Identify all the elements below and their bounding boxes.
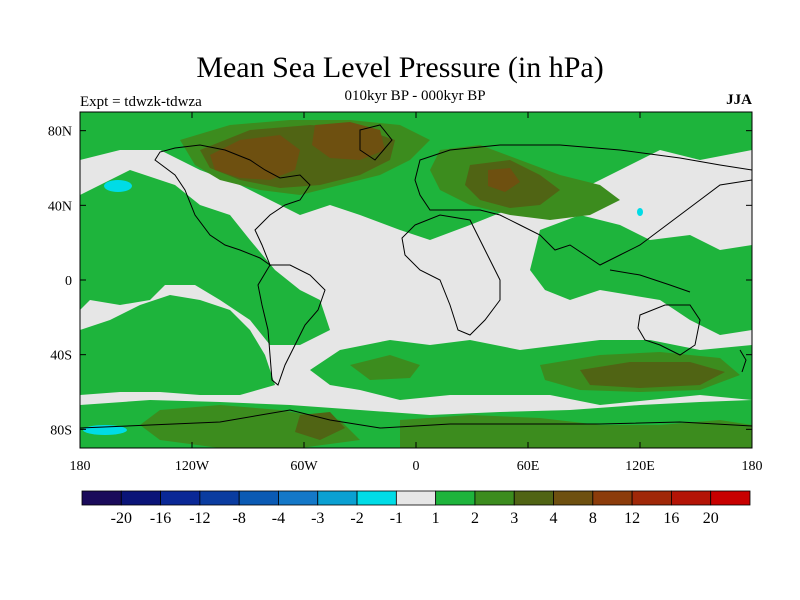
- colorbar-label: 3: [510, 510, 518, 527]
- colorbar-label: 8: [589, 510, 597, 527]
- x-tick-label: 180: [70, 459, 91, 474]
- colorbar-swatch: [160, 490, 201, 506]
- colorbar-swatch: [553, 490, 594, 506]
- x-tick-label: 180: [742, 459, 763, 474]
- y-tick-label: 0: [65, 274, 72, 289]
- colorbar-label: -8: [233, 510, 246, 527]
- y-axis-ticks: 80N 40N 0 40S 80S: [48, 125, 752, 438]
- y-tick-label: 80N: [48, 125, 72, 140]
- map-subtitle: 010kyr BP - 000kyr BP: [344, 88, 486, 104]
- y-tick-label: 40S: [50, 349, 72, 364]
- y-tick-label: 80S: [50, 423, 72, 438]
- pressure-field: [80, 112, 752, 448]
- colorbar-label: -1: [390, 510, 403, 527]
- colorbar-swatch: [238, 490, 279, 506]
- colorbar-label: -4: [272, 510, 285, 527]
- colorbar-label: 4: [550, 510, 558, 527]
- colorbar-swatch: [278, 490, 319, 506]
- contour-level-neg: [83, 180, 643, 435]
- coastlines: [80, 124, 752, 429]
- colorbar-label: -2: [350, 510, 363, 527]
- x-tick-label: 60E: [517, 459, 540, 474]
- contour-level-4-8: [210, 122, 520, 192]
- colorbar-label: 20: [703, 510, 719, 527]
- x-tick-label: 120E: [625, 459, 655, 474]
- colorbar-swatch: [474, 490, 515, 506]
- colorbar-label: 12: [624, 510, 640, 527]
- colorbar-swatch: [435, 490, 476, 506]
- colorbar-label: 1: [432, 510, 440, 527]
- colorbar-swatch: [81, 490, 122, 506]
- x-tick-label: 60W: [290, 459, 318, 474]
- colorbar-swatch: [120, 490, 161, 506]
- experiment-label: Expt = tdwzk-tdwza: [80, 94, 202, 110]
- map-title: Mean Sea Level Pressure (in hPa): [196, 51, 604, 84]
- colorbar-label: 2: [471, 510, 479, 527]
- colorbar-label: -3: [311, 510, 324, 527]
- x-tick-label: 0: [413, 459, 420, 474]
- colorbar-swatch: [592, 490, 633, 506]
- colorbar-swatch: [356, 490, 397, 506]
- colorbar-swatch: [199, 490, 240, 506]
- colorbar-swatch: [631, 490, 672, 506]
- colorbar: -20 -16 -12 -8 -4 -3 -2 -1 1 2 3 4 8 12 16 20: [81, 490, 751, 527]
- x-axis-ticks: 180 120W 60W 0 60E 120E 180: [70, 112, 763, 474]
- colorbar-label: -20: [111, 510, 132, 527]
- colorbar-swatch: [710, 490, 751, 506]
- colorbar-swatch: [395, 490, 437, 506]
- colorbar-label: -12: [189, 510, 210, 527]
- colorbar-swatch: [671, 490, 712, 506]
- colorbar-label: -16: [150, 510, 171, 527]
- colorbar-swatch: [317, 490, 358, 506]
- y-tick-label: 40N: [48, 199, 72, 214]
- colorbar-label: 16: [663, 510, 679, 527]
- season-label: JJA: [726, 92, 752, 108]
- colorbar-swatch: [513, 490, 554, 506]
- x-tick-label: 120W: [175, 459, 210, 474]
